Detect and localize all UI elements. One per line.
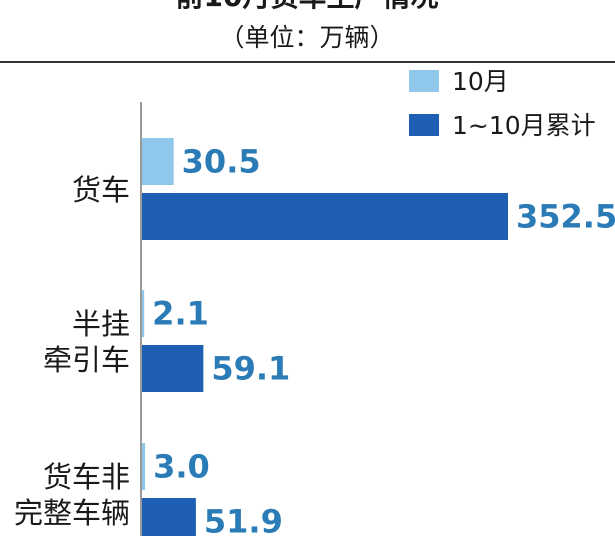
- bar-cumulative-1: [142, 345, 204, 392]
- bar-month-2: [142, 443, 146, 490]
- value-label-month-1: 2.1: [152, 295, 209, 333]
- chart-subtitle: （单位：万辆）: [219, 23, 394, 52]
- legend-label-month: 10月: [452, 67, 509, 96]
- value-label-month-2: 3.0: [153, 448, 210, 486]
- value-label-cumulative-1: 59.1: [211, 350, 290, 388]
- legend-label-cumulative: 1~10月累计: [452, 111, 596, 140]
- legend-swatch-cumulative: [409, 114, 439, 136]
- category-label-2-1: 完整车辆: [14, 496, 130, 530]
- value-label-cumulative-0: 352.5: [516, 198, 615, 236]
- legend-swatch-month: [409, 70, 439, 92]
- chart-title: 前10月货车生产情况: [176, 0, 439, 13]
- value-label-month-0: 30.5: [182, 143, 261, 181]
- bar-month-0: [142, 138, 174, 185]
- bar-month-1: [142, 290, 145, 337]
- bar-cumulative-0: [142, 193, 508, 240]
- bars-layer: [142, 138, 508, 536]
- category-label-1-1: 牵引车: [43, 343, 130, 377]
- category-label-0-0: 货车: [72, 173, 130, 207]
- value-label-cumulative-2: 51.9: [204, 503, 283, 536]
- category-label-2-0: 货车非: [43, 460, 130, 494]
- category-label-1-0: 半挂: [72, 307, 130, 341]
- bar-cumulative-2: [142, 498, 196, 536]
- legend: 10月 1~10月累计: [409, 67, 596, 140]
